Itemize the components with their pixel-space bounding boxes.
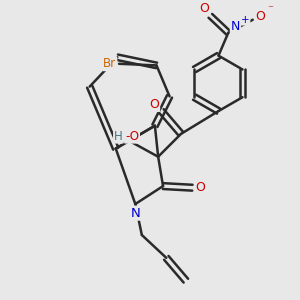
Text: O: O (149, 98, 159, 111)
Text: O: O (255, 10, 265, 23)
Text: O: O (196, 181, 206, 194)
Text: +: + (241, 15, 250, 25)
Text: ⁻: ⁻ (268, 4, 274, 14)
Text: Br: Br (103, 57, 116, 70)
Text: H: H (114, 130, 123, 143)
Text: N: N (131, 207, 141, 220)
Text: N: N (231, 20, 240, 33)
Text: O: O (200, 2, 209, 15)
Text: -O: -O (125, 130, 139, 143)
